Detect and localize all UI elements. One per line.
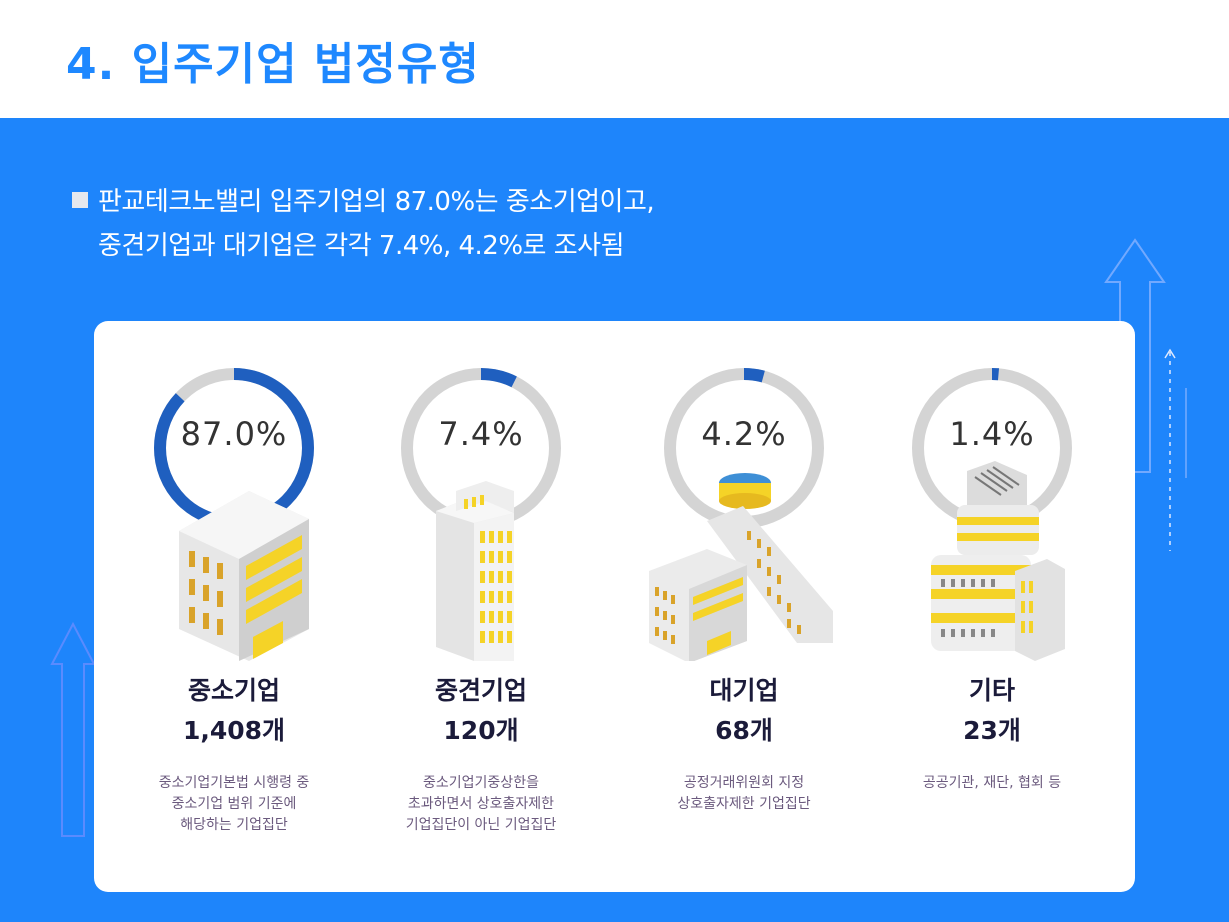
desc-other: 공공기관, 재단, 협회 등 — [882, 773, 1102, 794]
summary-line-2: 중견기업과 대기업은 각각 7.4%, 4.2%로 조사됨 — [98, 231, 625, 261]
ring-arc-other — [912, 368, 1072, 528]
desc-line: 중소기업기본법 시행령 중 — [158, 775, 310, 791]
category-midsize: 7.4% 중견기업 120개 중소기업기중상한을 — [356, 321, 606, 892]
outline-arrow-up-icon — [1104, 238, 1166, 473]
dashed-arrow-up-icon — [1164, 348, 1176, 551]
count-label-other: 23개 — [963, 716, 1021, 745]
category-other: 1.4% — [867, 321, 1117, 892]
category-name-other: 기타 — [968, 676, 1015, 705]
round-building-icon — [931, 461, 1065, 661]
content-area: 판교테크노밸리 입주기업의 87.0%는 중소기업이고, 중견기업과 대기업은 … — [0, 118, 1229, 922]
category-name-midsize: 중견기업 — [434, 676, 527, 705]
page-title: 4. 입주기업 법정유형 — [66, 39, 480, 90]
count-label-midsize: 120개 — [443, 716, 519, 745]
ring-arc-large — [664, 368, 824, 528]
count-label-sme: 1,408개 — [182, 716, 286, 745]
desc-line: 공공기관, 재단, 협회 등 — [922, 775, 1062, 791]
desc-line: 기업집단이 아닌 기업집단 — [405, 817, 557, 833]
percent-label-large: 4.2% — [701, 415, 787, 453]
desc-line: 해당하는 기업집단 — [180, 817, 288, 833]
desc-line: 초과하면서 상호출자제한 — [407, 796, 555, 812]
desc-line: 중소기업기중상한을 — [423, 775, 539, 791]
percent-label-sme: 87.0% — [180, 415, 288, 453]
desc-line: 중소기업 범위 기준에 — [171, 796, 297, 812]
outline-arrow-up-icon — [50, 621, 96, 837]
small-building-icon — [179, 491, 309, 661]
summary-line-1: 판교테크노밸리 입주기업의 87.0%는 중소기업이고, — [98, 187, 655, 217]
count-label-large: 68개 — [715, 716, 773, 745]
category-sme: 87.0% 중소기업 1,408개 중소기 — [109, 321, 359, 892]
desc-sme: 중소기업기본법 시행령 중 중소기업 범위 기준에 해당하는 기업집단 — [124, 773, 344, 836]
side-line-decoration — [1185, 388, 1187, 478]
percent-label-midsize: 7.4% — [438, 415, 524, 453]
campus-building-icon — [649, 473, 833, 661]
category-name-large: 대기업 — [709, 676, 779, 705]
percent-label-other: 1.4% — [949, 415, 1035, 453]
square-bullet-icon — [72, 192, 88, 208]
summary: 판교테크노밸리 입주기업의 87.0%는 중소기업이고, 중견기업과 대기업은 … — [72, 180, 655, 268]
legal-type-card: 87.0% 중소기업 1,408개 중소기 — [94, 321, 1135, 892]
header: 4. 입주기업 법정유형 — [0, 0, 1229, 118]
category-name-sme: 중소기업 — [187, 676, 280, 705]
tower-building-icon — [436, 481, 514, 661]
desc-midsize: 중소기업기중상한을 초과하면서 상호출자제한 기업집단이 아닌 기업집단 — [371, 773, 591, 836]
desc-line: 공정거래위원회 지정 — [683, 775, 805, 791]
desc-line: 상호출자제한 기업집단 — [677, 796, 811, 812]
desc-large: 공정거래위원회 지정 상호출자제한 기업집단 — [634, 773, 854, 815]
ring-arc-midsize — [401, 368, 561, 528]
category-large: 4.2% — [619, 321, 869, 892]
